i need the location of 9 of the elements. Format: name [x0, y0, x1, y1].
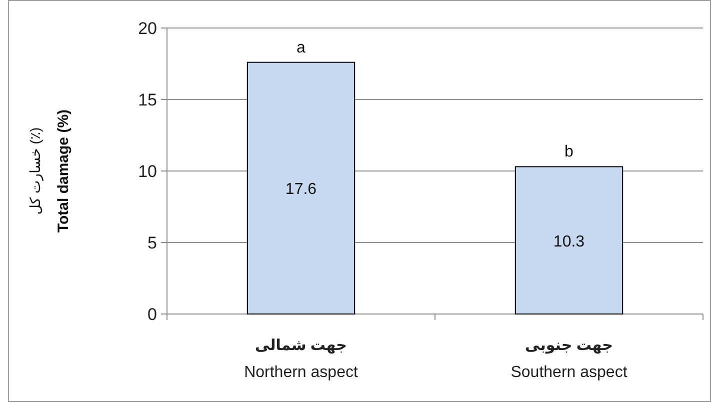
data-label: 10.3 — [553, 233, 585, 250]
annotation: a — [296, 39, 306, 56]
y-tick-label: 5 — [148, 234, 157, 252]
y-tick-label: 15 — [138, 90, 157, 110]
y-tick-label: 0 — [148, 305, 157, 324]
y-tick-label: 20 — [138, 19, 157, 38]
data-label: 17.6 — [285, 181, 317, 198]
y-tick-label: 10 — [138, 162, 157, 181]
annotation: b — [564, 144, 574, 161]
